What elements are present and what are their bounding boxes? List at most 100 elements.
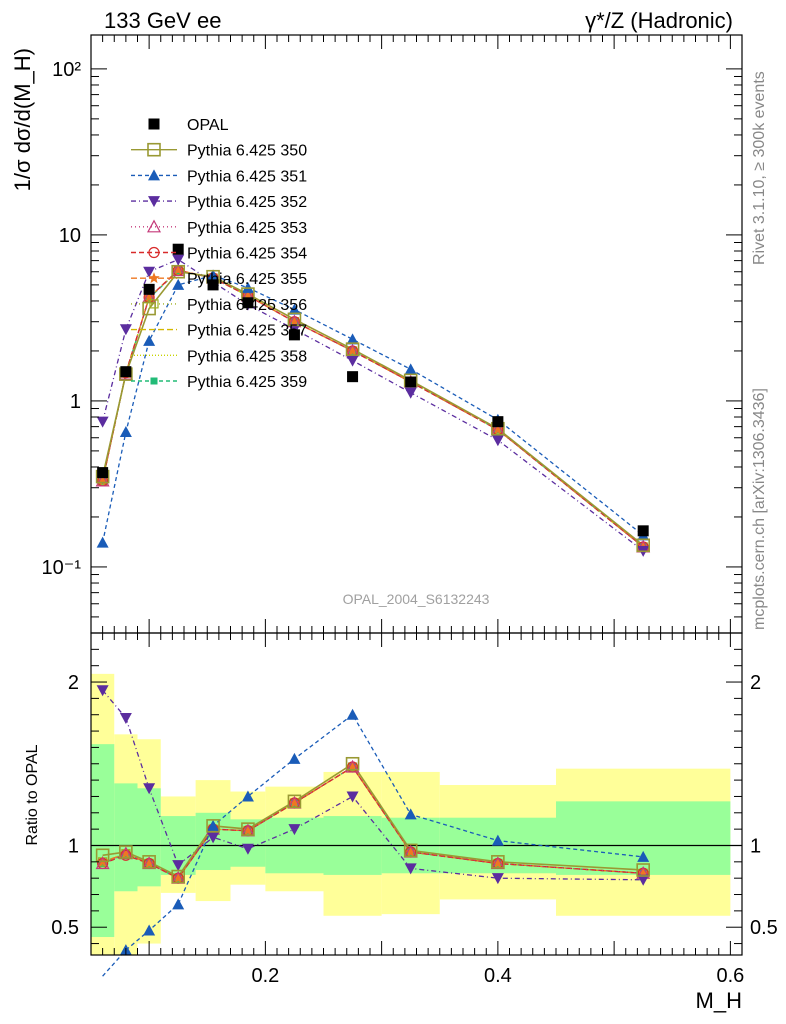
ratio-line-series-1	[102, 713, 644, 977]
main-point-series-2	[346, 355, 359, 367]
ratio-point-series-5	[242, 824, 254, 836]
legend-label: Pythia 6.425 357	[187, 323, 307, 340]
opal-data-point	[288, 329, 300, 341]
ratio-point-series-3	[345, 759, 360, 773]
ratio-point-series-5	[637, 867, 649, 879]
main-line-series-7	[101, 269, 644, 548]
ratio-point-series-0	[345, 756, 360, 771]
title-left: 133 GeV ee	[104, 8, 221, 33]
ratio-point-series-1	[637, 850, 650, 862]
ratio-point-series-0	[171, 869, 185, 884]
band-inner-bin	[137, 788, 161, 887]
legend-label: Pythia 6.425 351	[187, 168, 307, 185]
opal-data-point	[242, 297, 254, 309]
main-line-series-3	[101, 269, 644, 548]
legend-label: Pythia 6.425 358	[187, 348, 307, 365]
legend-marker	[146, 219, 162, 233]
main-line-series-4	[101, 269, 644, 548]
y-ratio-tick-label-right: 0.5	[750, 917, 778, 939]
main-point-series-2	[491, 435, 504, 447]
ratio-point-series-0	[142, 855, 156, 869]
main-point-series-2	[96, 416, 109, 428]
ratio-point-series-0	[241, 822, 255, 836]
main-point-series-2	[172, 254, 185, 266]
opal-data-point	[492, 416, 504, 428]
main-point-series-1	[96, 536, 109, 548]
main-point-series-1	[143, 334, 156, 346]
legend-marker	[148, 118, 160, 130]
y-axis-label-ratio: Ratio to OPAL	[24, 744, 41, 845]
y-ratio-tick-label-left: 2	[68, 672, 79, 694]
y-main-tick-label: 10²	[52, 59, 81, 81]
legend-marker	[147, 142, 161, 157]
main-point-series-2	[143, 266, 156, 278]
main-point-series-0	[142, 301, 156, 316]
main-point-series-5	[346, 344, 359, 356]
y-main-tick-label: 10	[59, 225, 81, 247]
main-line-series-5	[101, 269, 644, 548]
ratio-point-series-2	[143, 783, 156, 795]
legend-marker	[149, 299, 159, 309]
legend-marker	[148, 169, 160, 181]
legend-label: Pythia 6.425 354	[187, 246, 307, 263]
main-line-series-8	[101, 269, 644, 548]
main-point-series-3	[171, 263, 186, 277]
ratio-point-series-2	[288, 824, 301, 836]
ratio-point-series-0	[95, 848, 110, 863]
ratio-line-series-2	[102, 689, 644, 881]
ratio-point-series-1	[143, 924, 156, 936]
ratio-point-series-0	[287, 794, 302, 809]
ratio-point-series-1	[288, 752, 301, 764]
ratio-point-series-0	[206, 819, 220, 833]
ratio-point-series-1	[241, 790, 254, 802]
main-point-series-1	[172, 278, 185, 290]
ratio-point-series-5	[143, 857, 155, 869]
axis-ticks: 0.2 0.4 0.6 10⁻¹ 1 10 10² 0.5 0.5 1 1 2 2	[42, 35, 778, 987]
ratio-point-series-0	[403, 843, 418, 858]
ratio-point-series-1	[172, 898, 185, 910]
main-line-series-2	[101, 258, 644, 552]
y-ratio-tick-label-left: 1	[68, 835, 79, 857]
y-main-tick-label: 10⁻¹	[42, 557, 82, 579]
ratio-point-series-0	[636, 863, 650, 877]
ratio-point-series-2	[404, 863, 417, 875]
legend-label: Pythia 6.425 352	[187, 194, 307, 211]
legend-marker	[150, 377, 158, 385]
main-line-series-1	[101, 274, 644, 543]
main-point-series-5	[288, 315, 301, 327]
legend-marker	[148, 272, 160, 284]
side-label-rivet: Rivet 3.1.10, ≥ 300k events	[751, 71, 768, 265]
ratio-point-series-2	[346, 791, 359, 803]
ratio-point-series-4	[120, 849, 132, 861]
ratio-point-series-5	[288, 797, 301, 808]
main-point-series-1	[288, 303, 301, 315]
band-inner-bin	[91, 744, 115, 938]
x-tick-label: 0.2	[251, 965, 279, 987]
main-point-series-0	[287, 312, 302, 327]
main-line-series-0	[101, 270, 644, 546]
band-inner-bin	[556, 801, 731, 875]
y-axis-label-main: 1/σ dσ/d(M_H)	[10, 48, 35, 191]
main-point-series-3	[95, 473, 110, 487]
x-tick-label: 0.6	[716, 965, 744, 987]
main-point-series-1	[404, 363, 417, 375]
legend-marker	[148, 196, 160, 208]
main-point-series-0	[171, 264, 185, 279]
x-tick-label: 0.4	[484, 965, 512, 987]
ratio-point-series-0	[491, 855, 505, 869]
main-point-series-2	[404, 387, 417, 399]
ratio-point-series-2	[241, 843, 254, 855]
legend: OPAL Pythia 6.425 350 Pythia 6.425 351 Pyth…	[131, 117, 307, 391]
ratio-point-series-2	[119, 712, 132, 724]
ratio-point-series-5	[492, 857, 504, 869]
main-point-series-5	[172, 264, 184, 275]
main-point-series-0	[345, 342, 360, 356]
band-inner-bin	[114, 783, 138, 892]
opal-data-point	[172, 243, 184, 255]
opal-data-point	[143, 283, 155, 295]
ratio-point-series-2	[207, 832, 220, 844]
main-line-series-6	[101, 269, 644, 548]
legend-label: Pythia 6.425 356	[187, 297, 307, 314]
x-axis-label: M_H	[696, 988, 742, 1013]
